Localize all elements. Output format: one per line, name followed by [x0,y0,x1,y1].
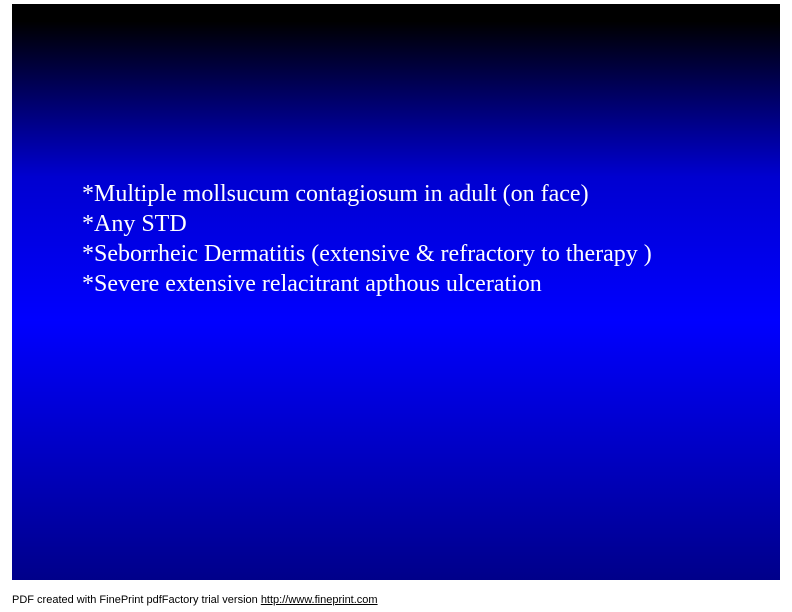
bullet-line-2: *Any STD [82,209,722,239]
bullet-line-1: *Multiple mollsucum contagiosum in adult… [82,179,722,209]
slide-background: *Multiple mollsucum contagiosum in adult… [12,4,780,580]
pdf-footer: PDF created with FinePrint pdfFactory tr… [12,594,378,606]
bullet-line-3: *Seborrheic Dermatitis (extensive & refr… [82,239,722,269]
footer-link[interactable]: http://www.fineprint.com [261,594,378,606]
slide-text-block: *Multiple mollsucum contagiosum in adult… [82,179,722,299]
bullet-line-4: *Severe extensive relacitrant apthous ul… [82,269,722,299]
page-container: *Multiple mollsucum contagiosum in adult… [0,0,792,612]
footer-prefix: PDF created with FinePrint pdfFactory tr… [12,594,261,606]
